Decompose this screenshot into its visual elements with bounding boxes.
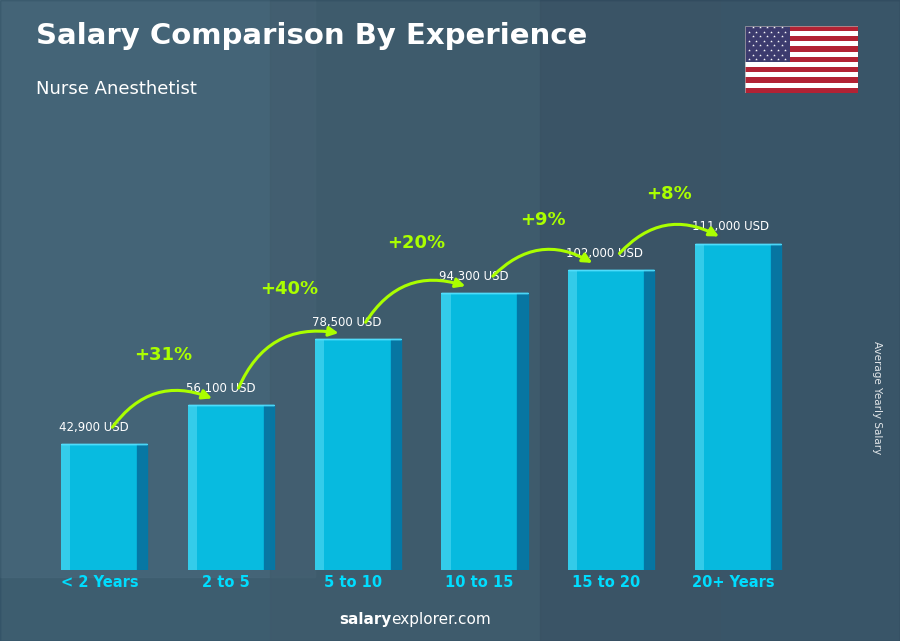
Bar <box>61 444 70 570</box>
Text: Salary Comparison By Experience: Salary Comparison By Experience <box>36 22 587 51</box>
Bar <box>315 339 324 570</box>
Text: explorer.com: explorer.com <box>392 612 491 627</box>
Polygon shape <box>644 271 654 570</box>
FancyBboxPatch shape <box>315 339 391 570</box>
Bar <box>745 46 858 51</box>
Text: 42,900 USD: 42,900 USD <box>58 421 129 434</box>
Text: +40%: +40% <box>260 280 319 298</box>
Polygon shape <box>518 293 527 570</box>
Bar <box>745 62 858 67</box>
Text: 111,000 USD: 111,000 USD <box>692 221 770 233</box>
Bar <box>695 244 704 570</box>
Bar <box>745 31 858 36</box>
Polygon shape <box>771 244 781 570</box>
Polygon shape <box>264 405 274 570</box>
Text: +8%: +8% <box>646 185 692 203</box>
Bar <box>745 67 858 72</box>
FancyBboxPatch shape <box>441 293 518 570</box>
Bar <box>188 405 197 570</box>
Text: +20%: +20% <box>387 234 446 252</box>
Text: 94,300 USD: 94,300 USD <box>439 270 508 283</box>
Bar <box>270 0 720 641</box>
Bar <box>745 83 858 88</box>
Bar <box>745 51 858 56</box>
FancyBboxPatch shape <box>61 444 138 570</box>
Text: Nurse Anesthetist: Nurse Anesthetist <box>36 80 197 98</box>
Text: 78,500 USD: 78,500 USD <box>312 316 382 329</box>
FancyBboxPatch shape <box>188 405 264 570</box>
Polygon shape <box>391 339 401 570</box>
Bar <box>745 56 858 62</box>
FancyBboxPatch shape <box>695 244 771 570</box>
Bar <box>745 26 790 62</box>
Bar <box>745 26 858 31</box>
Text: salary: salary <box>339 612 392 627</box>
Bar <box>745 41 858 46</box>
Bar <box>540 0 900 641</box>
Bar <box>745 36 858 41</box>
Polygon shape <box>138 444 148 570</box>
Text: +9%: +9% <box>520 211 565 229</box>
Text: 102,000 USD: 102,000 USD <box>565 247 643 260</box>
Bar <box>568 271 577 570</box>
Text: +31%: +31% <box>133 346 192 364</box>
Bar <box>745 72 858 78</box>
FancyBboxPatch shape <box>568 271 644 570</box>
Bar <box>745 88 858 93</box>
Text: Average Yearly Salary: Average Yearly Salary <box>872 341 883 454</box>
Bar <box>0 0 315 577</box>
Text: 56,100 USD: 56,100 USD <box>185 382 255 395</box>
Bar <box>441 293 451 570</box>
Bar <box>745 78 858 83</box>
